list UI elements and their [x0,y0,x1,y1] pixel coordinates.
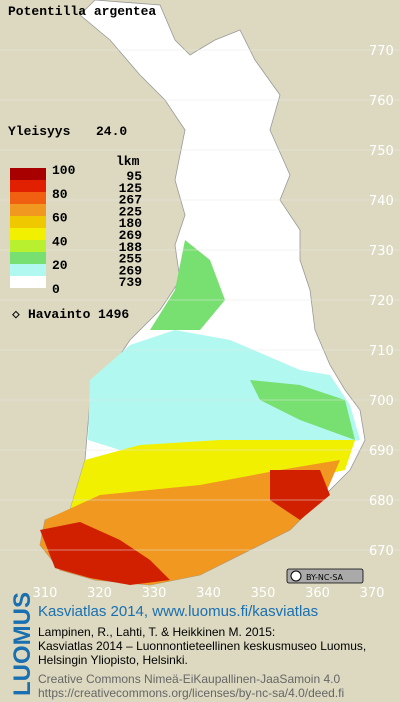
badge-box [286,568,364,584]
region-cyan [88,330,360,455]
north-label: 730 [369,244,394,259]
east-label: 350 [251,586,276,601]
legend-swatch [10,240,46,252]
legend-scale-label: 100 [52,163,76,178]
grid-lines [0,49,400,551]
legend-swatch [10,228,46,240]
legend-scale-label: 20 [52,258,68,273]
legend-swatch [10,216,46,228]
east-label: 330 [142,586,167,601]
title: Potentilla argentea [8,4,156,19]
frequency-value: 24.0 [96,124,127,139]
legend-swatch [10,204,46,216]
license-line: Creative Commons Nimeä-EiKaupallinen-Jaa… [38,672,340,686]
region-green [150,240,355,440]
legend-scale-label: 40 [52,234,68,249]
north-label: 760 [369,94,394,109]
map [0,0,400,586]
east-label: 360 [305,586,330,601]
north-label: 710 [369,344,394,359]
legend-count: 739 [119,275,143,290]
legend-scale-label: 60 [52,211,68,226]
legend-count: 255 [119,252,143,267]
legend-count: 225 [119,204,143,219]
north-label: 700 [369,394,394,409]
legend-count: 267 [119,193,142,208]
north-label: 750 [369,144,394,159]
north-label: 670 [369,544,394,559]
license-line: https://creativecommons.org/licenses/by-… [38,686,344,700]
count-header: lkm [116,154,140,169]
citation-line: Lampinen, R., Lahti, T. & Heikkinen M. 2… [38,625,275,639]
citation-line: Helsingin Yliopisto, Helsinki. [38,653,188,667]
legend-count: 180 [119,216,143,231]
observation-label: Havainto [28,307,91,322]
legend-scale-label: 80 [52,187,68,202]
legend-count: 269 [119,228,143,243]
legend-swatch [10,168,46,180]
legend-count: 95 [126,169,142,184]
north-label: 740 [369,194,394,209]
north-label: 720 [369,294,394,309]
citation-line: Kasviatlas 2014 – Luonnontieteellinen ke… [38,639,366,653]
east-label: 340 [196,586,221,601]
north-label: 690 [369,444,394,459]
region-red [40,470,330,585]
license-badge: BY-NC-SA [286,568,364,584]
frequency-label: Yleisyys [8,124,71,139]
east-label: 370 [360,586,385,601]
observation-symbol: ◇ [12,307,20,322]
legend-swatch [10,252,46,264]
north-label: 680 [369,494,394,509]
badge-text: BY-NC-SA [306,573,344,582]
legend-swatch [10,180,46,192]
north-label: 770 [369,44,394,59]
legend-swatch [10,192,46,204]
legend-count: 125 [119,181,143,196]
observation-count: 1496 [98,307,129,322]
legend-swatch [10,264,46,276]
cc-icon [290,570,302,582]
east-label: 320 [87,586,112,601]
brand: LUOMUS [9,592,36,696]
footer-heading: Kasviatlas 2014, www.luomus.fi/kasviatla… [38,603,318,620]
legend-swatch [10,276,46,288]
legend-count: 188 [119,240,143,255]
legend-count: 269 [119,263,143,278]
east-label: 310 [33,586,58,601]
legend-scale-label: 0 [52,282,60,297]
